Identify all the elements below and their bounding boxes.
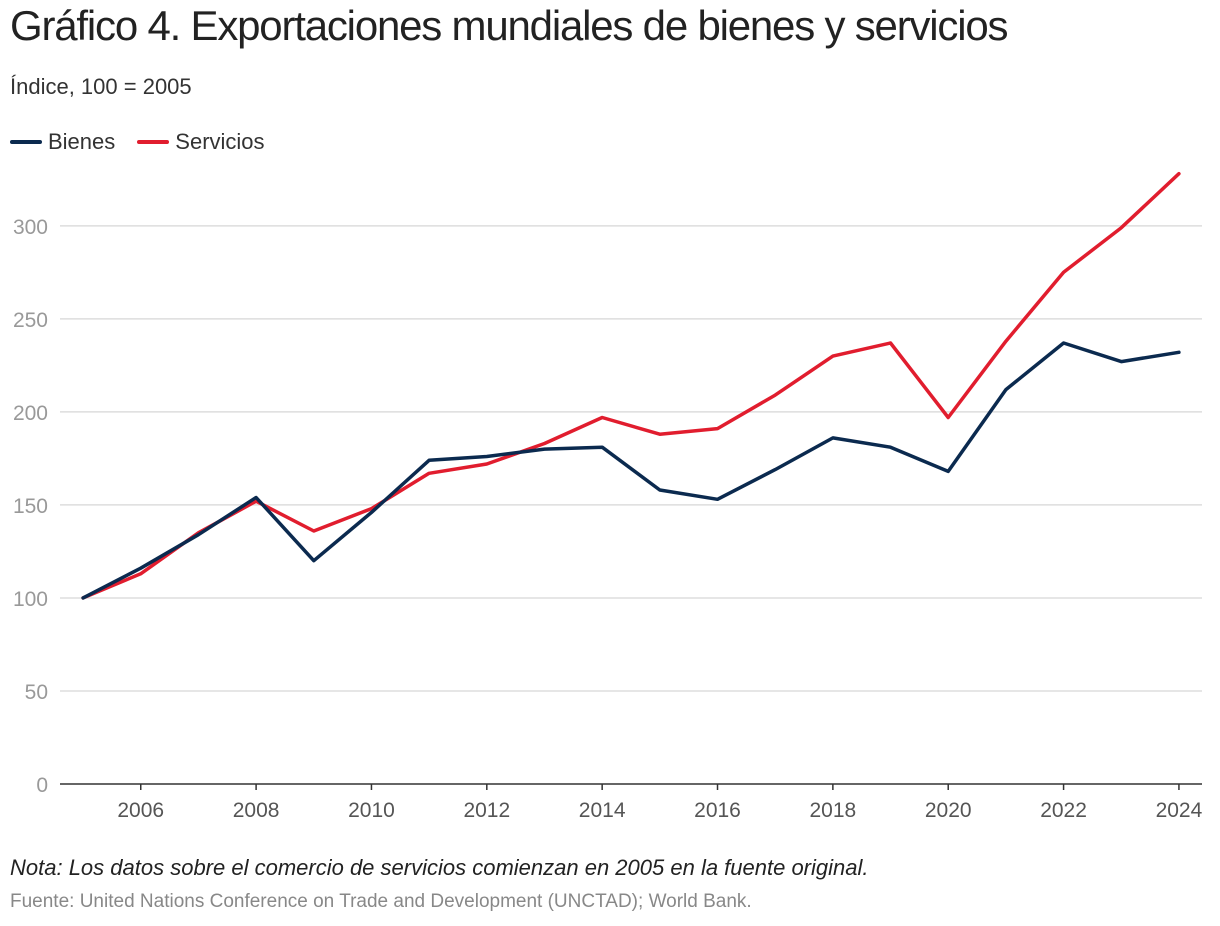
x-tick-label-2006: 2006: [117, 799, 164, 822]
chart-title: Gráfico 4. Exportaciones mundiales de bi…: [10, 2, 1009, 49]
x-tick-label-2020: 2020: [925, 799, 972, 822]
legend: Bienes Servicios: [10, 129, 287, 155]
y-tick-label-50: 50: [25, 681, 48, 704]
x-tick-label-2012: 2012: [463, 799, 510, 822]
legend-item-servicios[interactable]: Servicios: [137, 129, 265, 155]
x-tick-label-2014: 2014: [579, 799, 626, 822]
y-tick-label-100: 100: [13, 588, 48, 611]
y-tick-label-250: 250: [13, 309, 48, 332]
x-tick-label-2010: 2010: [348, 799, 395, 822]
chart-source: Fuente: United Nations Conference on Tra…: [10, 891, 752, 912]
series-lines: [81, 171, 1181, 600]
y-tick-label-0: 0: [36, 774, 48, 797]
y-tick-label-300: 300: [13, 216, 48, 239]
x-tick-label-2024: 2024: [1156, 799, 1203, 822]
x-axis: 2006 2008 2010 2012 2014 2016 2018 2020 2022 2024: [60, 783, 1203, 822]
y-tick-label-200: 200: [13, 402, 48, 425]
gridlines: 0 50 100 150 200 250 300: [13, 216, 1202, 797]
x-tick-label-2008: 2008: [233, 799, 280, 822]
chart-note: Nota: Los datos sobre el comercio de ser…: [10, 855, 869, 880]
series-line-servicios: [81, 171, 1181, 600]
x-tick-label-2022: 2022: [1040, 799, 1087, 822]
legend-swatch-bienes: [10, 140, 42, 144]
x-tick-label-2016: 2016: [694, 799, 741, 822]
chart-subtitle: Índice, 100 = 2005: [10, 74, 192, 99]
legend-item-bienes[interactable]: Bienes: [10, 129, 115, 155]
x-tick-label-2018: 2018: [810, 799, 857, 822]
legend-label-servicios: Servicios: [175, 129, 265, 154]
legend-swatch-servicios: [137, 140, 170, 144]
series-line-bienes: [81, 341, 1181, 600]
y-tick-label-150: 150: [13, 495, 48, 518]
legend-label-bienes: Bienes: [48, 129, 116, 154]
